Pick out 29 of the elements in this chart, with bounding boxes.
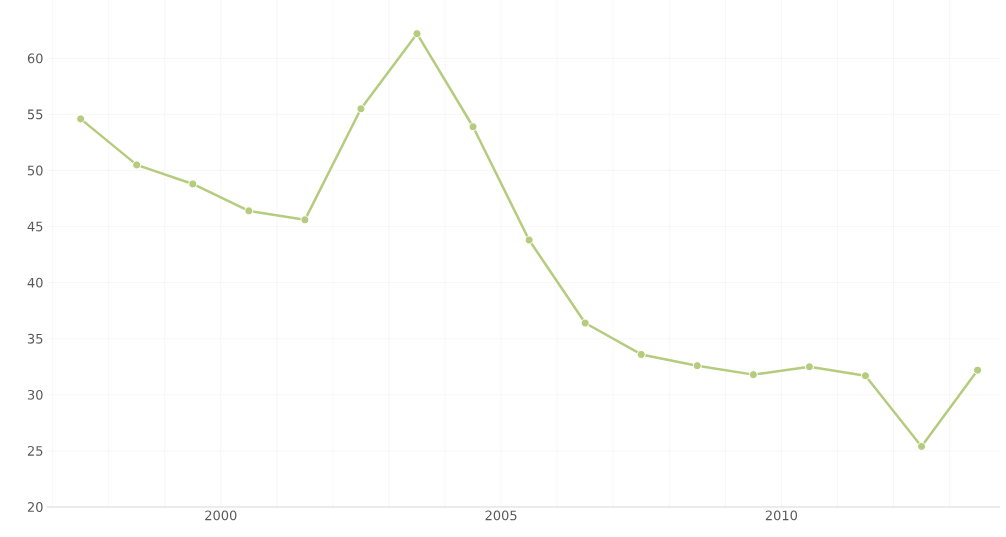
y-tick-label: 30 xyxy=(27,389,43,400)
point xyxy=(412,29,422,39)
point xyxy=(356,104,366,114)
y-tick-label: 40 xyxy=(27,277,43,288)
y-tick-label: 60 xyxy=(27,53,43,64)
point xyxy=(76,114,86,124)
y-tick-label: 25 xyxy=(27,445,43,456)
point xyxy=(468,122,478,132)
point xyxy=(300,215,310,225)
point xyxy=(804,362,814,372)
point xyxy=(917,441,927,451)
y-tick-label: 45 xyxy=(27,221,43,232)
y-tick-label: 35 xyxy=(27,333,43,344)
point xyxy=(244,206,254,216)
point xyxy=(132,160,142,170)
point xyxy=(580,318,590,328)
y-tick-label: 50 xyxy=(27,165,43,176)
point xyxy=(692,361,702,371)
point xyxy=(524,235,534,245)
point xyxy=(860,371,870,381)
x-tick-label: 2005 xyxy=(485,510,517,521)
point xyxy=(636,349,646,359)
x-tick-label: 2010 xyxy=(765,510,798,521)
point xyxy=(973,365,983,375)
point xyxy=(748,370,758,380)
x-tick-label: 2000 xyxy=(205,510,237,521)
y-tick-label: 20 xyxy=(27,502,43,512)
point xyxy=(188,179,198,189)
y-tick-label: 55 xyxy=(27,109,43,120)
